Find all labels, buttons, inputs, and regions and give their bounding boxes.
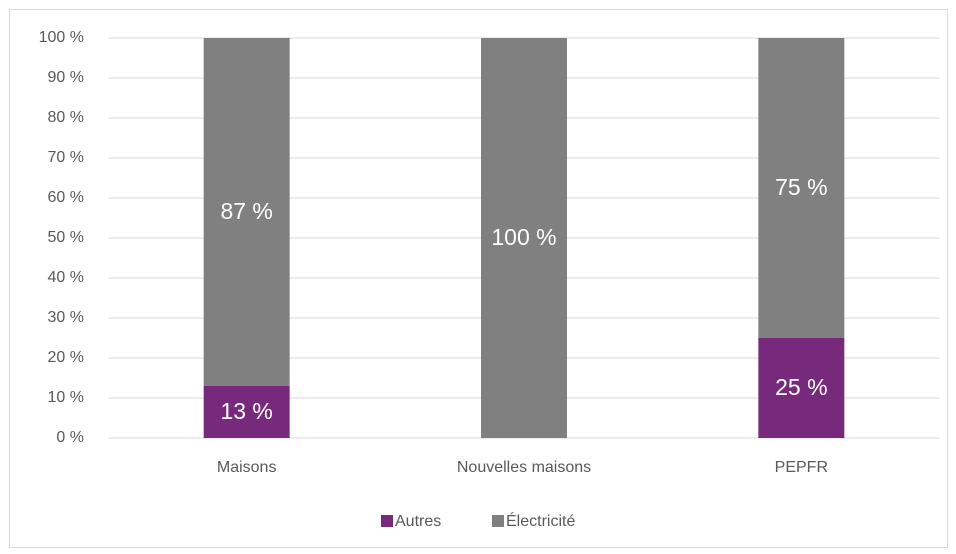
y-tick-label: 10 % <box>48 389 84 406</box>
legend-label: Autres <box>395 513 441 530</box>
x-tick-label: Nouvelles maisons <box>457 459 591 476</box>
y-tick-label: 70 % <box>48 149 84 166</box>
bar-segment <box>758 338 845 438</box>
data-label: 75 % <box>775 174 827 200</box>
y-tick-label: 20 % <box>48 349 84 366</box>
y-tick-label: 80 % <box>48 109 84 126</box>
legend-swatch <box>381 515 393 527</box>
y-tick-label: 60 % <box>48 189 84 206</box>
y-tick-label: 90 % <box>48 69 84 86</box>
bar-segment <box>758 38 845 338</box>
bar-segment <box>203 38 290 386</box>
bar-segment <box>481 38 567 438</box>
legend-label: Électricité <box>506 511 575 530</box>
y-tick-label: 40 % <box>48 269 84 286</box>
data-label: 87 % <box>220 198 272 224</box>
y-tick-label: 30 % <box>48 309 84 326</box>
bar-segment <box>203 386 290 438</box>
legend-swatch <box>492 515 504 527</box>
y-tick-label: 0 % <box>56 429 84 446</box>
y-tick-label: 100 % <box>39 29 84 46</box>
data-label: 100 % <box>491 224 556 250</box>
data-label: 13 % <box>220 398 272 424</box>
y-tick-label: 50 % <box>48 229 84 246</box>
data-label: 25 % <box>775 374 827 400</box>
x-tick-label: Maisons <box>217 459 277 476</box>
x-tick-label: PEPFR <box>775 459 828 476</box>
